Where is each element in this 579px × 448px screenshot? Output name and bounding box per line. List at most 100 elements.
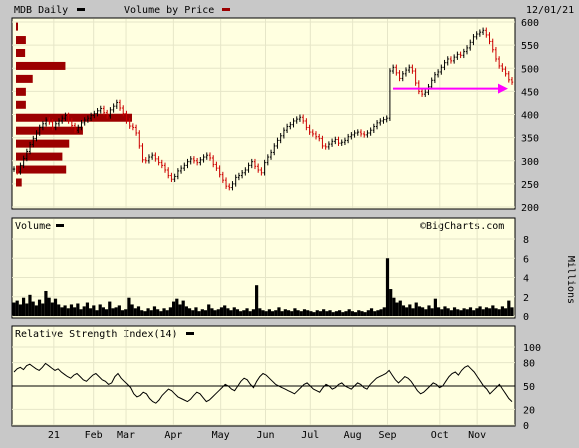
volume-bar — [481, 309, 485, 316]
price-tick-label: 550 — [521, 41, 539, 52]
price-arrow-annotation — [393, 83, 508, 94]
rsi-series — [13, 362, 513, 404]
volume-bar — [475, 308, 479, 316]
volume-by-price-bars — [16, 22, 132, 187]
volume-bar — [248, 311, 252, 316]
volume-bar — [379, 309, 383, 316]
rsi-tick-label: 50 — [523, 382, 535, 393]
volume-bar — [414, 302, 418, 316]
volume-bar — [363, 312, 367, 316]
volume-bar — [47, 297, 51, 316]
volume-bar — [245, 308, 249, 316]
volume-bar — [152, 306, 157, 316]
x-tick-label: Mar — [117, 430, 135, 441]
volume-bar — [66, 308, 70, 316]
volume-bar — [459, 310, 463, 316]
volume-bar — [328, 310, 332, 316]
x-tick-label: Oct — [431, 430, 449, 441]
vbp-bar — [16, 152, 63, 161]
volume-bar — [143, 311, 147, 316]
x-tick-label: May — [212, 430, 230, 441]
rsi-tick-label: 80 — [523, 359, 535, 370]
volume-bar — [315, 310, 319, 316]
volume-bar — [427, 305, 431, 316]
volume-bar — [398, 300, 402, 316]
vbp-bar — [16, 100, 26, 109]
volume-bar — [465, 309, 469, 316]
volume-bar — [277, 307, 281, 316]
volume-bar — [299, 311, 303, 316]
volume-title: Volume — [15, 221, 51, 232]
volume-bar — [430, 308, 434, 316]
volume-bar — [44, 290, 48, 316]
volume-bar — [392, 297, 396, 316]
volume-bar — [357, 310, 361, 316]
rsi-tick-label: 20 — [523, 405, 535, 416]
rsi-title: Relative Strength Index(14) — [15, 329, 178, 340]
volume-bar — [322, 309, 326, 316]
volume-bar — [69, 304, 74, 316]
volume-bar — [242, 310, 246, 316]
vbp-bar — [16, 139, 70, 148]
volume-bar — [197, 311, 201, 316]
volume-tick-label: 0 — [523, 312, 529, 323]
volume-bar — [114, 307, 118, 316]
volume-bar — [417, 306, 422, 316]
price-tick-label: 600 — [521, 18, 539, 29]
x-tick-label: 21 — [48, 430, 60, 441]
volume-series — [12, 258, 514, 316]
price-tick-label: 200 — [521, 203, 539, 214]
volume-bar — [95, 310, 99, 316]
volume-bar — [37, 299, 42, 316]
volume-bar — [433, 298, 437, 316]
volume-bar — [507, 300, 511, 316]
volume-bar — [472, 310, 476, 316]
x-tick-label: Aug — [344, 430, 362, 441]
volume-bar — [270, 311, 275, 316]
ticker-label: MDB Daily — [14, 5, 68, 16]
volume-bar — [424, 309, 428, 316]
volume-bar — [159, 311, 163, 316]
volume-bar — [312, 312, 316, 316]
volume-bar — [274, 310, 278, 316]
volume-bar — [239, 311, 243, 316]
volume-bar — [156, 309, 160, 316]
price-tick-label: 250 — [521, 180, 539, 191]
volume-bar — [130, 304, 134, 316]
volume-bar — [60, 307, 64, 316]
volume-bar — [21, 297, 26, 316]
volume-bar — [207, 304, 211, 316]
arrow-head — [498, 83, 508, 94]
price-tick-label: 400 — [521, 111, 539, 122]
volume-bar — [373, 311, 377, 316]
volume-bar — [168, 307, 173, 316]
volume-panel — [11, 217, 516, 319]
volume-bar — [232, 307, 236, 316]
volume-tick-label: 2 — [523, 293, 529, 304]
volume-bar — [85, 302, 90, 316]
vbp-bar — [16, 126, 83, 135]
volume-bar — [98, 304, 102, 316]
volume-bar — [219, 307, 224, 316]
vbp-legend-swatch — [222, 8, 230, 11]
volume-bar — [53, 298, 58, 316]
volume-bar — [500, 306, 505, 316]
volume-bar — [267, 309, 271, 316]
volume-bar — [149, 310, 153, 316]
volume-bar — [111, 308, 115, 316]
volume-bar — [318, 311, 323, 316]
rsi-tick-label: 0 — [523, 421, 529, 432]
volume-bar — [484, 307, 489, 316]
volume-bar — [497, 309, 501, 316]
volume-bar — [468, 307, 473, 316]
volume-tick-label: 8 — [523, 235, 529, 246]
volume-bar — [104, 309, 109, 316]
volume-bar — [376, 310, 380, 316]
volume-bar — [178, 304, 182, 316]
volume-bar — [440, 309, 444, 316]
volume-bar — [264, 311, 268, 316]
rsi-legend-swatch — [186, 332, 194, 335]
volume-bar — [213, 310, 217, 316]
